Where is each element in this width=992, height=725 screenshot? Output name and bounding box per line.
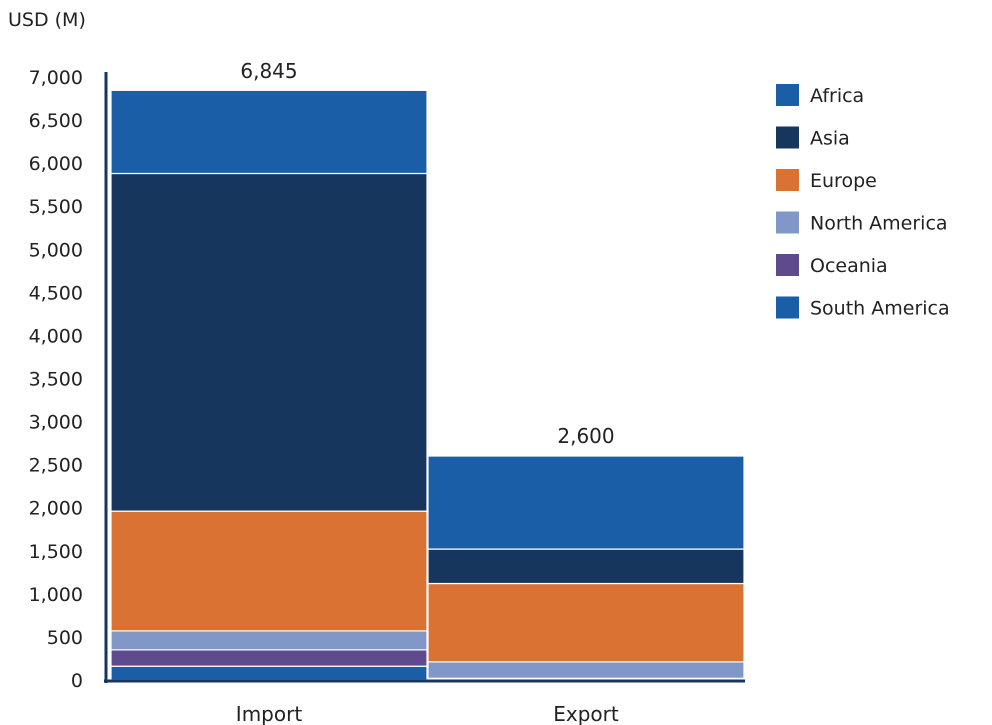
y-tick-label: 2,500	[29, 455, 83, 477]
legend-swatch	[776, 169, 799, 191]
legend-label: Asia	[810, 128, 850, 150]
y-tick-label: 3,500	[29, 369, 83, 391]
y-tick-label: 7,000	[29, 67, 83, 89]
y-tick-label: 1,500	[29, 541, 83, 563]
y-tick-label: 1,000	[29, 584, 83, 606]
y-unit-label: USD (M)	[8, 9, 86, 31]
bars-group	[110, 89, 745, 681]
bar-total-label: 6,845	[240, 59, 297, 83]
y-tick-label: 4,000	[29, 325, 83, 347]
y-tick-label: 6,000	[29, 153, 83, 175]
legend-swatch	[776, 211, 799, 234]
y-tick-label: 0	[71, 670, 83, 692]
x-category-label: Import	[236, 702, 303, 725]
legend: Africa Asia Europe North America Oceania Sout…	[776, 84, 950, 320]
y-tick-label: 5,500	[29, 196, 83, 218]
y-tick-label: 5,000	[29, 239, 83, 261]
bar-segment-europe	[110, 510, 428, 632]
y-tick-label: 6,500	[29, 110, 83, 132]
bar-segment-europe	[427, 582, 745, 663]
bar-segment-asia	[110, 172, 428, 512]
total-labels: 6,845 2,600	[240, 59, 614, 448]
legend-swatch	[776, 254, 799, 276]
bar-segment-asia	[427, 548, 745, 585]
legend-label: Africa	[810, 85, 864, 107]
bar-segment-africa	[427, 455, 745, 550]
legend-label: Europe	[810, 170, 877, 192]
legend-label: North America	[810, 213, 948, 235]
legend-label: South America	[810, 298, 950, 320]
x-category-label: Export	[553, 702, 619, 725]
x-axis-labels: Import Export	[236, 702, 619, 725]
bar-total-label: 2,600	[557, 424, 614, 448]
bar-segment-south-america	[110, 665, 428, 681]
y-axis-ticks: 0 500 1,000 1,500 2,000 2,500 3,000 3,500 4,000 4…	[29, 67, 83, 692]
bar-segment-oceania	[110, 649, 428, 667]
y-tick-label: 2,000	[29, 498, 83, 520]
y-tick-label: 4,500	[29, 282, 83, 304]
legend-label: Oceania	[810, 255, 888, 277]
y-tick-label: 500	[47, 627, 83, 649]
legend-swatch	[776, 84, 799, 106]
y-tick-label: 3,000	[29, 412, 83, 434]
bar-segment-north-america	[427, 661, 745, 679]
bar-segment-africa	[110, 89, 428, 175]
bar-segment-north-america	[110, 630, 428, 651]
legend-swatch	[776, 296, 799, 319]
legend-swatch	[776, 126, 799, 149]
